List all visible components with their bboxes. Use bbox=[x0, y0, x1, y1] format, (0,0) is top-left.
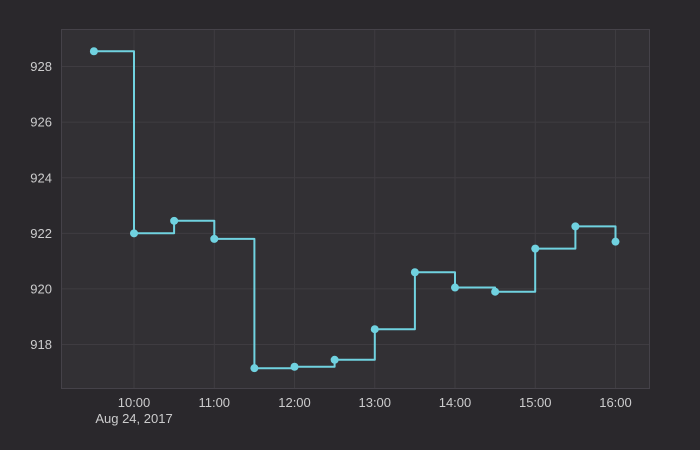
y-axis-tick-label: 918 bbox=[30, 337, 52, 352]
y-axis-tick-label: 920 bbox=[30, 281, 52, 296]
plot-area-border bbox=[61, 29, 650, 389]
x-axis-tick-label: 12:00 bbox=[278, 395, 311, 410]
data-point-marker[interactable] bbox=[370, 325, 379, 334]
data-point-marker[interactable] bbox=[250, 364, 259, 373]
data-point-marker[interactable] bbox=[531, 244, 540, 253]
x-axis-tick-label: 10:00 bbox=[118, 395, 151, 410]
data-point-marker[interactable] bbox=[130, 229, 139, 238]
price-step-line bbox=[93, 50, 617, 370]
data-point-marker[interactable] bbox=[571, 222, 580, 231]
plot-area-background bbox=[61, 29, 650, 389]
y-axis-tick-label: 928 bbox=[30, 59, 52, 74]
x-axis-tick-label: 16:00 bbox=[599, 395, 632, 410]
y-axis-tick-label: 926 bbox=[30, 115, 52, 130]
data-point-marker[interactable] bbox=[170, 216, 179, 225]
data-point-marker[interactable] bbox=[89, 47, 98, 56]
data-point-marker[interactable] bbox=[330, 355, 339, 364]
data-point-marker[interactable] bbox=[611, 237, 620, 246]
data-point-marker[interactable] bbox=[290, 362, 299, 371]
data-point-marker[interactable] bbox=[210, 234, 219, 243]
x-axis-date-label: Aug 24, 2017 bbox=[95, 411, 172, 426]
y-axis-tick-label: 922 bbox=[30, 226, 52, 241]
x-axis-tick-label: 13:00 bbox=[358, 395, 391, 410]
data-point-marker[interactable] bbox=[491, 287, 500, 296]
data-point-marker[interactable] bbox=[451, 283, 460, 292]
x-axis-tick-label: 14:00 bbox=[439, 395, 472, 410]
y-axis-tick-label: 924 bbox=[30, 170, 52, 185]
x-axis-tick-label: 11:00 bbox=[198, 395, 230, 410]
data-point-marker[interactable] bbox=[410, 268, 419, 277]
x-axis-tick-label: 15:00 bbox=[519, 395, 552, 410]
